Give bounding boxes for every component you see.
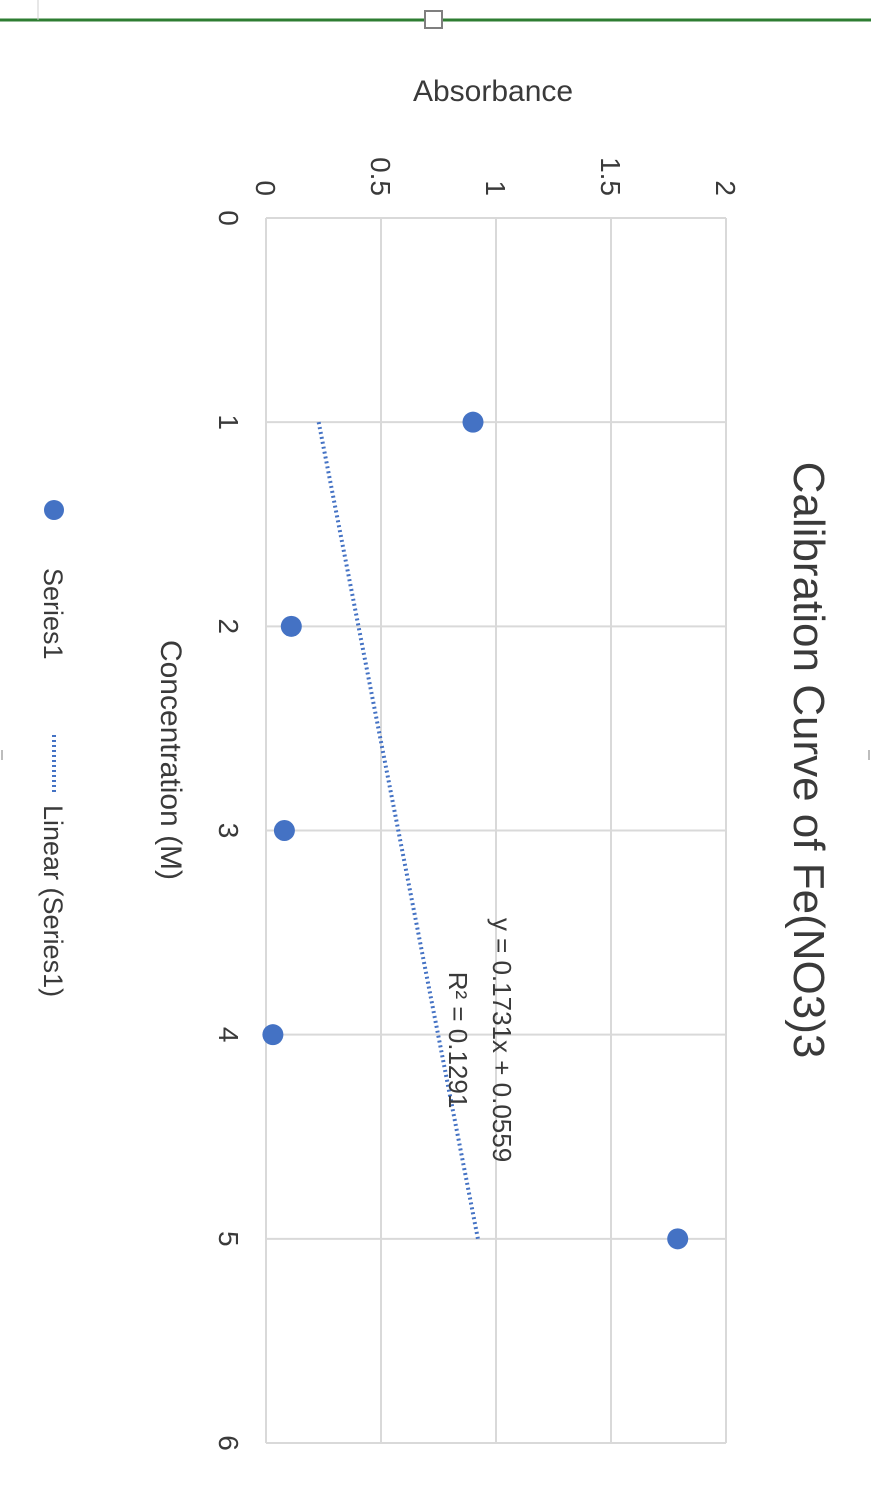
x-tick-label: 1 [213, 414, 244, 430]
trendline-r-squared: R² = 0.1291 [443, 972, 473, 1109]
data-point [280, 615, 302, 637]
y-tick-label: 1.5 [595, 157, 626, 196]
selection-frame [0, 0, 871, 760]
y-axis-label: Absorbance [413, 75, 573, 108]
y-tick-label: 0 [250, 180, 281, 196]
x-tick-label: 3 [213, 823, 244, 839]
x-tick-label: 2 [213, 619, 244, 635]
y-tick-labels: 0 0.5 1 1.5 2 [250, 157, 741, 196]
trendline-layer [316, 421, 480, 1240]
y-tick-label: 1 [480, 180, 511, 196]
data-points [262, 411, 689, 1250]
data-point [262, 1024, 284, 1046]
x-tick-label: 0 [213, 210, 244, 226]
data-point [462, 411, 484, 433]
x-tick-labels: 0 1 2 3 4 5 6 [213, 210, 244, 1451]
legend-label-series1: Series1 [38, 568, 68, 660]
trendline-equation: y = 0.1731x + 0.0559 [487, 918, 517, 1162]
x-tick-label: 4 [213, 1027, 244, 1043]
y-tick-label: 2 [710, 180, 741, 196]
resize-handle-top[interactable] [424, 10, 443, 29]
data-point [667, 1228, 689, 1250]
x-tick-label: 6 [213, 1435, 244, 1451]
y-tick-label: 0.5 [365, 157, 396, 196]
x-tick-label: 5 [213, 1231, 244, 1247]
data-point [273, 820, 295, 841]
legend-label-trendline: Linear (Series1) [38, 805, 68, 997]
legend: Series1 Linear (Series1) [38, 500, 68, 997]
chart-title: Calibration Curve of Fe(NO3)3 [784, 462, 833, 1059]
x-axis-label: Concentration (M) [154, 640, 187, 880]
trendline [316, 421, 480, 1240]
plot-grid [265, 217, 727, 1444]
legend-marker-series1 [44, 500, 64, 520]
